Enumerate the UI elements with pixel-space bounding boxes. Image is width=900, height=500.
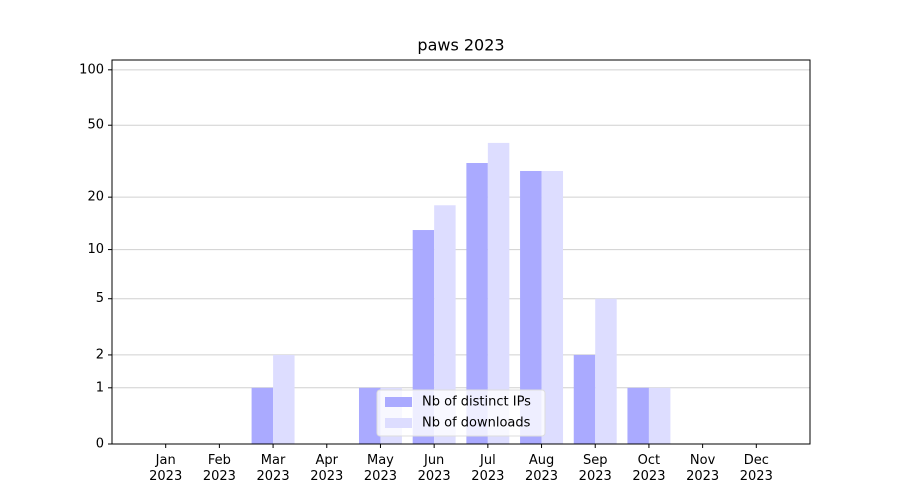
x-tick-label: Jan 2023 bbox=[149, 453, 183, 484]
legend: Nb of distinct IPs Nb of downloads bbox=[376, 389, 546, 437]
x-tick-label: Dec 2023 bbox=[739, 453, 773, 484]
x-tick-label: Apr 2023 bbox=[310, 453, 344, 484]
x-tick-label: Sep 2023 bbox=[578, 453, 612, 484]
x-tick-label: Mar 2023 bbox=[256, 453, 290, 484]
legend-swatch bbox=[385, 418, 412, 428]
chart-title: paws 2023 bbox=[417, 36, 504, 55]
x-tick-label: Jun 2023 bbox=[417, 453, 451, 484]
grid bbox=[112, 69, 810, 445]
x-tick-label: May 2023 bbox=[363, 453, 397, 484]
legend-label: Nb of distinct IPs bbox=[422, 395, 531, 410]
x-tick-label: Aug 2023 bbox=[524, 453, 559, 484]
legend-label: Nb of downloads bbox=[422, 416, 531, 431]
bar bbox=[627, 387, 649, 444]
y-tick-label: 2 bbox=[96, 347, 104, 362]
y-tick-label: 20 bbox=[87, 190, 104, 205]
y-tick-label: 5 bbox=[96, 291, 104, 306]
bar bbox=[358, 387, 381, 444]
y-tick-label: 1 bbox=[96, 380, 104, 395]
bar bbox=[434, 205, 456, 444]
x-tick-label: Jul 2023 bbox=[471, 453, 505, 484]
bar bbox=[573, 354, 596, 444]
bar bbox=[520, 170, 542, 444]
legend-box bbox=[376, 389, 546, 437]
bar bbox=[466, 163, 488, 444]
y-tick-label: 50 bbox=[87, 118, 104, 133]
bar bbox=[541, 170, 564, 444]
bar bbox=[595, 298, 617, 444]
x-tick-label: Nov 2023 bbox=[686, 453, 720, 484]
bar bbox=[648, 387, 671, 444]
legend-swatch bbox=[385, 397, 412, 407]
bar bbox=[251, 387, 274, 444]
x-tick-label: Feb 2023 bbox=[202, 453, 236, 484]
axes-frame bbox=[111, 59, 811, 445]
y-tick-label: 10 bbox=[87, 242, 104, 257]
y-tick-label: 0 bbox=[96, 437, 104, 452]
x-tick-label: Oct 2023 bbox=[632, 453, 666, 484]
y-tick-label: 100 bbox=[79, 62, 104, 77]
bar bbox=[273, 354, 295, 444]
bar bbox=[487, 142, 510, 445]
